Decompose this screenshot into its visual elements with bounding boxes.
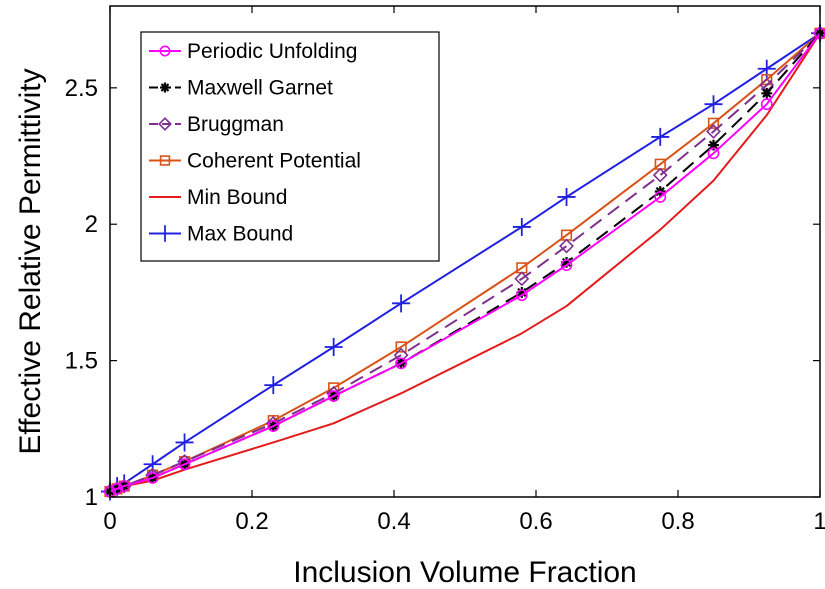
- data-point: [651, 127, 670, 146]
- legend-entry: Bruggman: [149, 113, 284, 136]
- legend-label: Bruggman: [187, 113, 284, 136]
- data-point: [514, 271, 530, 287]
- data-point: [392, 294, 411, 313]
- data-point: [654, 191, 667, 203]
- data-point: [707, 147, 720, 160]
- legend-entry: Max Bound: [149, 223, 293, 246]
- x-tick-label: 0: [103, 508, 116, 535]
- data-point: [111, 482, 123, 495]
- x-axis-label: Inclusion Volume Fraction: [293, 556, 637, 589]
- data-point: [327, 390, 340, 402]
- data-point: [324, 337, 343, 356]
- legend-label: Periodic Unfolding: [187, 40, 357, 63]
- data-point: [264, 376, 283, 395]
- data-point: [707, 117, 720, 129]
- data-point: [178, 458, 191, 471]
- x-tick-label: 0.6: [519, 508, 552, 535]
- legend-label: Maxwell Garnet: [187, 77, 333, 100]
- series-line: [109, 32, 821, 493]
- legend-entry: Maxwell Garnet: [149, 77, 333, 100]
- y-tick-label: 2.5: [65, 75, 98, 102]
- data-point: [156, 225, 174, 242]
- data-point: [267, 420, 280, 432]
- data-point: [560, 259, 573, 272]
- data-point: [561, 257, 572, 268]
- legend-box: [140, 31, 440, 262]
- series-layer: [101, 24, 825, 501]
- series-periodic-unfolding: [104, 27, 825, 498]
- data-point: [704, 95, 723, 114]
- data-point: [395, 357, 407, 370]
- legend: Periodic Unfolding Maxwell Garnet Bruggman…: [140, 31, 440, 262]
- legend-label: Min Bound: [187, 186, 287, 209]
- data-point: [159, 45, 171, 57]
- data-point: [516, 287, 528, 298]
- data-point: [761, 87, 773, 99]
- legend-entry: Periodic Unfolding: [149, 40, 357, 63]
- data-point: [708, 139, 719, 151]
- x-tick-label: 0.4: [377, 508, 410, 535]
- y-axis-label: Effective Relative Permittivity: [14, 68, 47, 454]
- data-point: [559, 238, 574, 254]
- legend-entry: Coherent Potential: [149, 150, 361, 173]
- data-point: [118, 480, 131, 492]
- y-tick-label: 1: [85, 484, 98, 511]
- data-point: [706, 124, 721, 139]
- data-point: [159, 155, 171, 166]
- ticks-layer: [109, 6, 821, 498]
- data-point: [160, 82, 170, 93]
- x-tick-label: 0.8: [661, 508, 694, 535]
- data-point: [175, 433, 194, 452]
- data-point: [652, 167, 668, 183]
- legend-entry: Min Bound: [149, 186, 287, 209]
- x-tick-label: 0.2: [235, 508, 268, 535]
- plot-frame: [109, 5, 821, 498]
- data-point: [557, 187, 576, 206]
- y-tick-label: 1.5: [65, 348, 98, 375]
- data-point: [515, 289, 528, 302]
- x-tick-label: 1: [813, 508, 825, 535]
- y-tick-label: 2: [85, 211, 98, 238]
- series-line: [109, 32, 821, 493]
- legend-label: Max Bound: [187, 223, 293, 246]
- legend-label: Coherent Potential: [187, 150, 361, 173]
- data-point: [158, 117, 172, 131]
- data-point: [146, 472, 159, 484]
- tick-labels-layer: 0 0.2 0.4 0.6 0.8 1 1 1.5 2 2.5: [65, 75, 825, 535]
- data-point: [760, 98, 773, 111]
- data-point: [395, 341, 407, 353]
- data-point: [512, 217, 531, 236]
- series-line: [109, 32, 821, 493]
